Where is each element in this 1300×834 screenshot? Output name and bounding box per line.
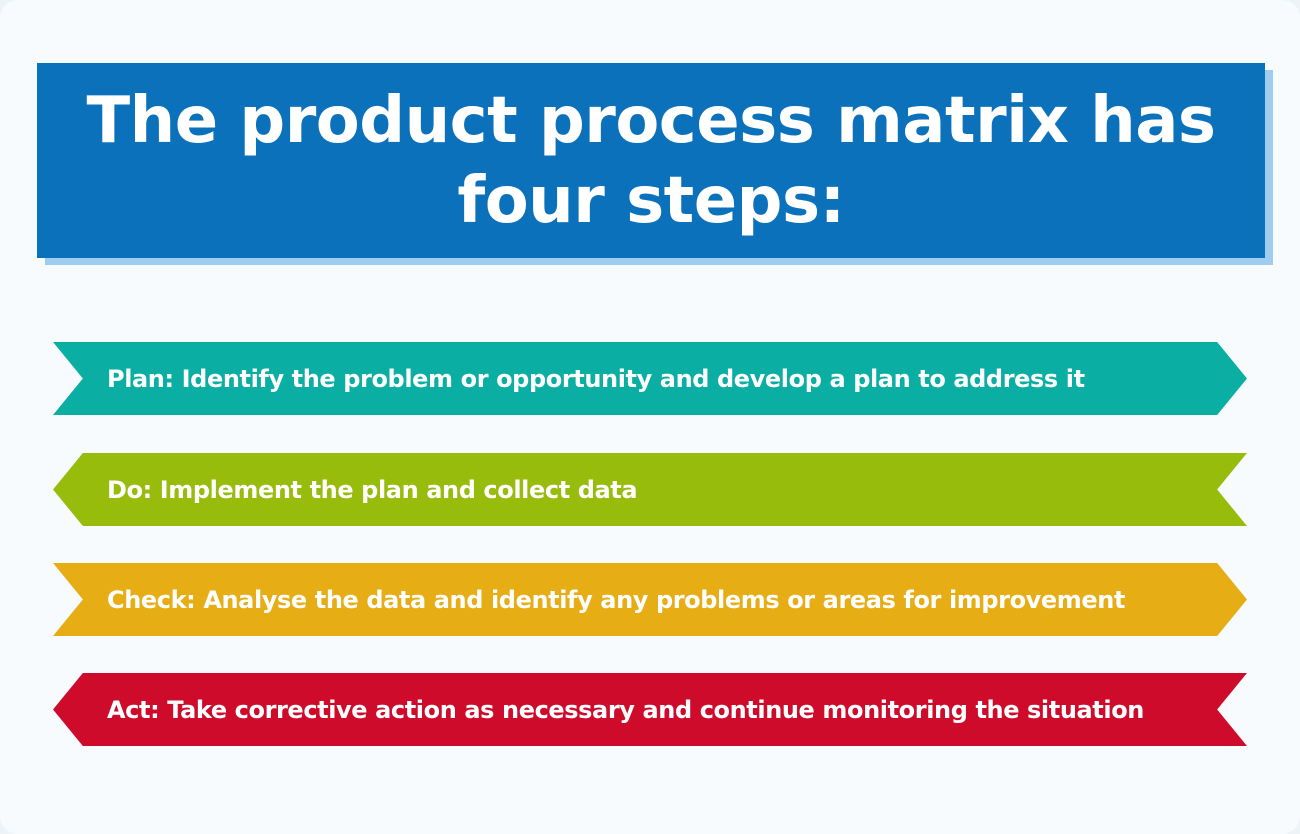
step-check-label: Check: Analyse the data and identify any…	[107, 585, 1126, 614]
step-check-arrow: Check: Analyse the data and identify any…	[53, 563, 1247, 636]
step-act-label: Act: Take corrective action as necessary…	[107, 695, 1144, 724]
page-title: The product process matrix has four step…	[86, 83, 1216, 238]
step-do-arrow: Do: Implement the plan and collect data	[53, 453, 1247, 526]
step-act-arrow: Act: Take corrective action as necessary…	[53, 673, 1247, 746]
step-plan-label: Plan: Identify the problem or opportunit…	[107, 364, 1085, 393]
step-plan-arrow: Plan: Identify the problem or opportunit…	[53, 342, 1247, 415]
step-do-label: Do: Implement the plan and collect data	[107, 475, 638, 504]
title-banner: The product process matrix has four step…	[37, 63, 1265, 258]
